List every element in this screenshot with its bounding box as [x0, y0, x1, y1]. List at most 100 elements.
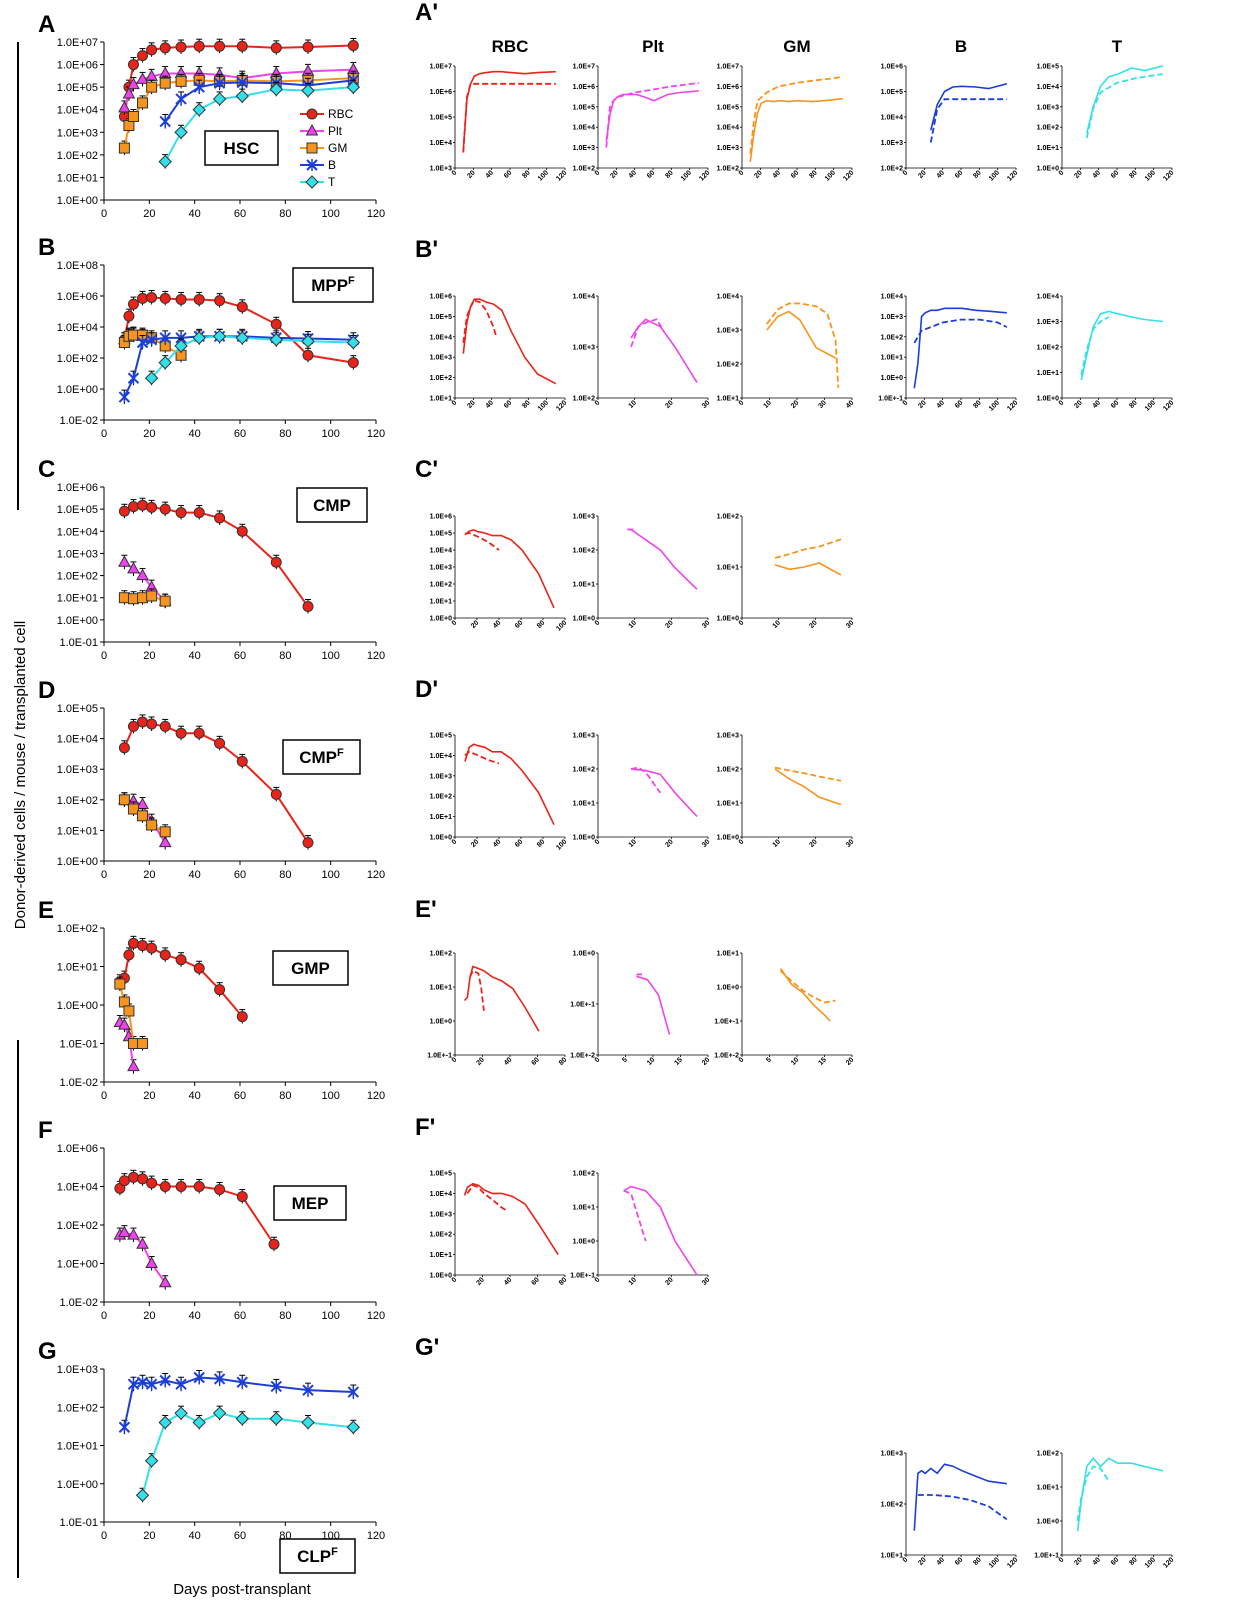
mini-x-tick-label: 120	[698, 169, 711, 182]
mini-x-tick-label: 20	[470, 619, 481, 630]
data-point-GM	[137, 592, 149, 604]
mini-x-tick-label: 10	[762, 399, 773, 410]
model-line-Plt	[623, 1189, 647, 1242]
data-point-RBC	[123, 949, 135, 961]
mini-x-tick-label: 10	[628, 619, 639, 630]
mini-x-tick-label: 40	[772, 169, 783, 180]
mini-chart-Plt: 1.0E+-2 1.0E+-1 1.0E+0 0 5 10 15 20	[570, 951, 711, 1067]
mini-x-tick-label: 80	[1128, 399, 1139, 410]
x-tick-label: 60	[234, 1530, 246, 1542]
mini-y-tick-label: 1.0E+4	[717, 294, 739, 301]
y-tick-label: 1.0E+01	[57, 1441, 98, 1453]
mini-x-tick-label: 30	[701, 399, 712, 410]
mini-y-tick-label: 1.0E+3	[430, 355, 452, 362]
mini-chart-RBC: 1.0E+-1 1.0E+0 1.0E+1 1.0E+2 0 20 40 60 80	[427, 951, 568, 1067]
y-tick-label: 1.0E+03	[57, 764, 98, 776]
mini-chart-T: 1.0E+0 1.0E+1 1.0E+2 1.0E+3 1.0E+4 1.0E+5 0 20 4…	[1037, 64, 1176, 183]
mini-x-tick-label: 100	[537, 399, 550, 412]
mini-x-tick-label: 60	[1110, 1556, 1121, 1567]
data-point-T	[158, 1415, 172, 1430]
data-point-B	[213, 1372, 226, 1385]
data-point-T	[174, 125, 188, 139]
mini-x-tick-label: 0	[738, 169, 746, 177]
mini-y-tick-label: 1.0E+1	[1037, 370, 1059, 377]
mini-y-tick-label: 1.0E+0	[717, 616, 739, 623]
y-tick-label: 1.0E+02	[57, 923, 98, 935]
x-tick-label: 20	[143, 428, 155, 440]
data-point-B	[236, 1376, 248, 1389]
model-line-RBC	[466, 1184, 507, 1211]
model-line-B	[913, 318, 1008, 344]
mini-x-tick-label: 0	[451, 838, 459, 846]
mini-x-tick-label: 40	[503, 1276, 514, 1287]
mini-y-tick-label: 1.0E+1	[430, 814, 452, 821]
data-point-GM	[127, 329, 139, 341]
observed-line-Plt	[623, 1185, 698, 1276]
panel-C-prime: C'1.0E+01.0E+11.0E+21.0E+31.0E+41.0E+51.…	[415, 456, 855, 633]
y-tick-label: 1.0E+00	[57, 1259, 98, 1271]
mini-y-tick-label: 1.0E+-1	[878, 396, 903, 403]
panel-letter-E: E	[38, 897, 54, 924]
mini-x-tick-label: 100	[824, 169, 837, 182]
mini-y-tick-label: 1.0E+4	[573, 125, 595, 132]
x-tick-label: 60	[234, 1310, 246, 1322]
mini-x-tick-label: 0	[902, 1556, 910, 1564]
data-point-B	[159, 115, 171, 128]
panel-letter: A'	[415, 0, 438, 26]
mini-x-tick-label: 0	[594, 1056, 602, 1064]
data-point-GM	[146, 819, 158, 831]
data-point-RBC	[268, 1238, 280, 1250]
x-tick-label: 120	[367, 1090, 385, 1102]
mini-y-tick-label: 1.0E+3	[717, 328, 739, 335]
mini-chart-T: 1.0E+0 1.0E+1 1.0E+2 1.0E+3 1.0E+4 0 20 40 60 80 1…	[1037, 294, 1176, 413]
mini-x-tick-label: 30	[701, 1276, 712, 1287]
mini-x-tick-label: 30	[701, 838, 712, 849]
mini-x-tick-label: 60	[954, 169, 965, 180]
data-point-RBC	[270, 318, 282, 330]
data-point-RBC	[214, 737, 226, 749]
mini-x-tick-label: 60	[954, 399, 965, 410]
mini-y-tick-label: 1.0E+5	[717, 104, 739, 111]
mini-y-tick-label: 1.0E+1	[717, 801, 739, 808]
series-B	[118, 1369, 360, 1435]
mini-y-tick-label: 1.0E+0	[717, 985, 739, 992]
data-point-RBC	[270, 556, 282, 568]
mini-y-tick-label: 1.0E+0	[573, 835, 595, 842]
x-tick-label: 20	[143, 1530, 155, 1542]
x-tick-label: 100	[321, 1310, 339, 1322]
mini-x-tick-label: 20	[790, 399, 801, 410]
data-point-T	[269, 1412, 283, 1426]
data-point-Plt	[158, 1275, 172, 1288]
cell-type-box	[279, 1538, 356, 1574]
data-point-RBC	[302, 41, 314, 53]
mini-x-tick-label: 10	[772, 838, 783, 849]
mini-y-tick-label: 1.0E+4	[881, 294, 903, 301]
mini-chart-GM: 1.0E+0 1.0E+1 1.0E+2 1.0E+3 0 10 20 30	[717, 733, 856, 849]
y-tick-label: 1.0E+04	[57, 526, 98, 538]
mini-y-tick-label: 1.0E+2	[573, 396, 595, 403]
x-tick-label: 0	[101, 428, 107, 440]
x-tick-label: 0	[101, 869, 107, 881]
mini-x-tick-label: 80	[1128, 1556, 1139, 1567]
data-point-B	[213, 77, 226, 90]
data-point-Plt	[127, 1059, 140, 1072]
data-point-T	[235, 331, 249, 345]
mini-y-tick-label: 1.0E+3	[881, 1451, 903, 1458]
series-GM	[114, 976, 149, 1051]
data-point-B	[193, 81, 205, 94]
data-point-RBC	[175, 954, 187, 966]
observed-line-B	[913, 307, 1007, 389]
mini-x-tick-label: 0	[1058, 169, 1066, 177]
mini-x-tick-label: 40	[503, 1056, 514, 1067]
mini-x-tick-label: 80	[521, 399, 532, 410]
mini-y-tick-label: 1.0E+3	[881, 314, 903, 321]
data-point-RBC	[193, 40, 205, 52]
mini-x-tick-label: 20	[808, 838, 819, 849]
mini-chart-RBC: 1.0E+1 1.0E+2 1.0E+3 1.0E+4 1.0E+5 1.0E+6 0 20 4…	[430, 294, 569, 413]
data-point-Plt	[118, 100, 131, 113]
mini-y-tick-label: 1.0E+2	[717, 166, 739, 173]
mini-x-tick-label: 100	[988, 1556, 1001, 1569]
y-tick-label: 1.0E+05	[57, 504, 98, 516]
panel-letter-G: G	[38, 1338, 57, 1365]
